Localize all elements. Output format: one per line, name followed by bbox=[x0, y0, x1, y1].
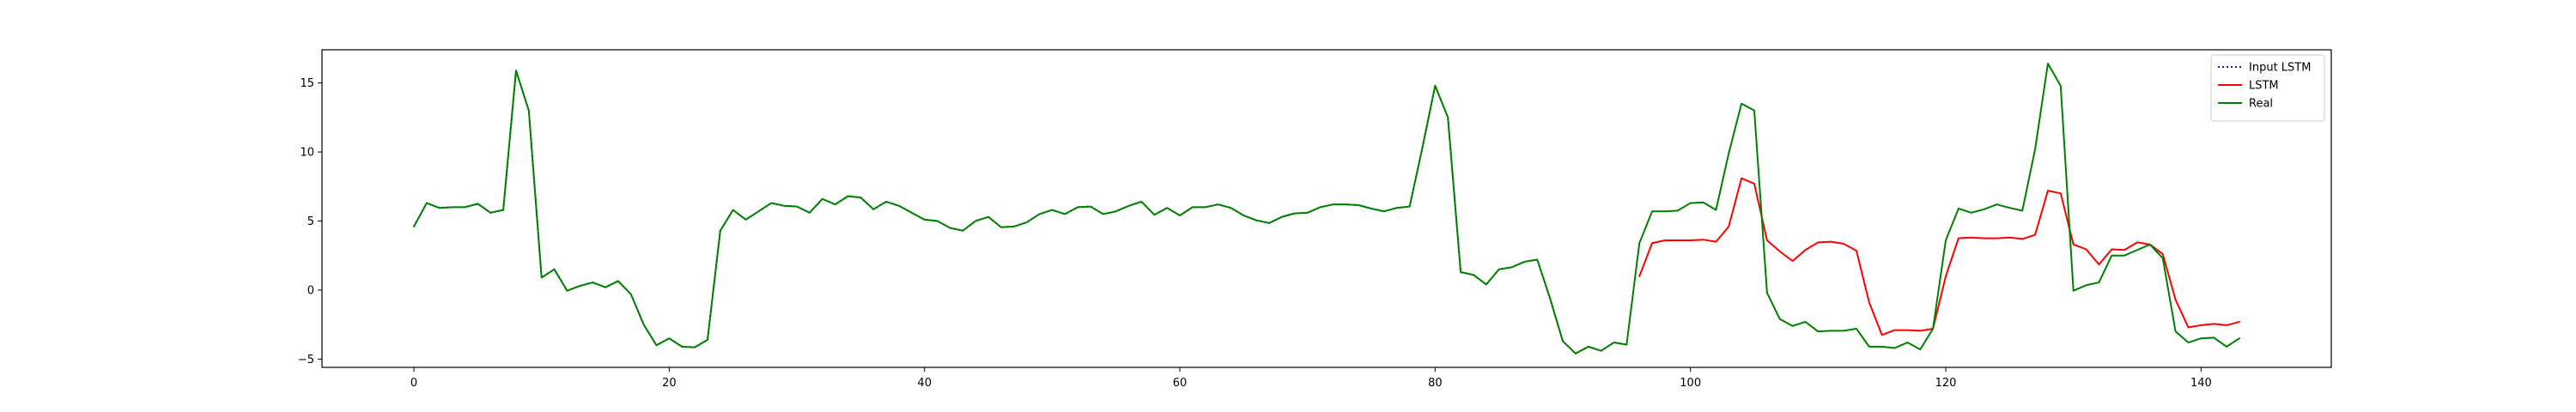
y-tick-label: 10 bbox=[300, 147, 314, 160]
legend-box bbox=[2210, 54, 2325, 122]
plot-frame bbox=[321, 49, 2332, 368]
legend: Input LSTM LSTM Real bbox=[2210, 54, 2325, 122]
x-tick-label: 0 bbox=[410, 377, 417, 390]
x-tick-label: 60 bbox=[1173, 377, 1188, 390]
y-tick-label: −5 bbox=[298, 354, 314, 367]
x-tick-label: 20 bbox=[662, 377, 677, 390]
legend-label-input-lstm: Input LSTM bbox=[2249, 62, 2311, 75]
series-line-real bbox=[413, 63, 2240, 354]
x-tick-label: 40 bbox=[917, 377, 932, 390]
series-layer bbox=[413, 63, 2240, 354]
legend-label-real: Real bbox=[2249, 98, 2273, 111]
legend-label-lstm: LSTM bbox=[2249, 80, 2279, 93]
tick-layer: 0 20 40 60 80 100 120 140 −5 0 5 10 15 bbox=[298, 77, 2212, 390]
y-tick-label: 0 bbox=[307, 284, 314, 297]
x-tick-label: 140 bbox=[2190, 377, 2212, 390]
x-tick-label: 100 bbox=[1680, 377, 1701, 390]
y-tick-label: 5 bbox=[307, 215, 314, 228]
x-tick-label: 120 bbox=[1935, 377, 1957, 390]
series-line-lstm bbox=[1638, 177, 2240, 336]
y-tick-label: 15 bbox=[300, 77, 314, 90]
x-tick-label: 80 bbox=[1428, 377, 1443, 390]
series-line-input-lstm bbox=[413, 70, 1627, 354]
